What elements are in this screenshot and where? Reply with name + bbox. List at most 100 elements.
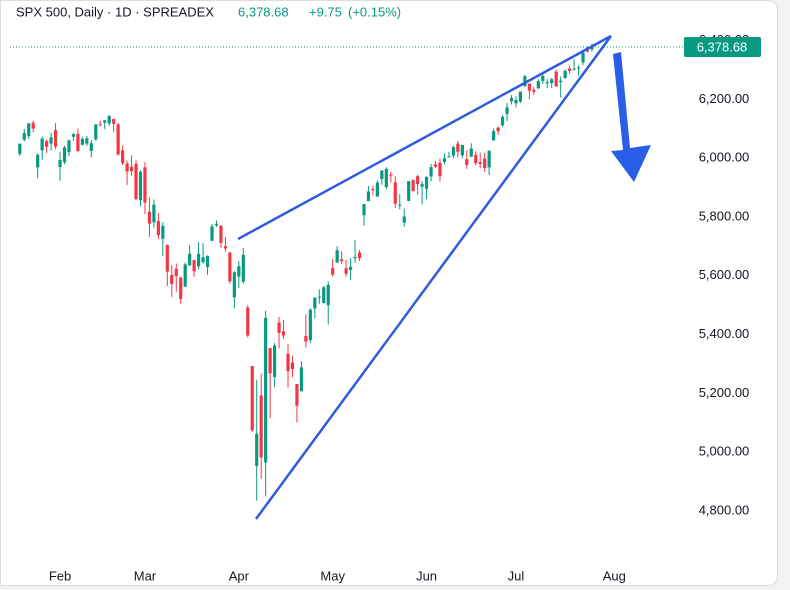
candle-body: [62, 147, 67, 163]
candle-body: [384, 168, 388, 188]
candle-body: [411, 180, 415, 191]
candle-body: [492, 131, 496, 141]
x-tick-label: Feb: [49, 568, 71, 583]
candle-body: [424, 177, 429, 189]
candle-body: [214, 223, 219, 226]
down-arrow: [611, 52, 651, 182]
candle-body: [447, 156, 451, 158]
candle-body: [487, 150, 491, 168]
wedge-lower-line: [254, 35, 613, 520]
candle-body: [576, 67, 581, 69]
x-tick-label: Aug: [603, 568, 626, 583]
candle-body: [505, 107, 509, 114]
candle-body: [67, 140, 71, 153]
candle-body: [49, 137, 53, 144]
candle-body: [264, 317, 268, 463]
candle-body: [322, 287, 326, 303]
candle-body: [179, 277, 183, 300]
candle-body: [344, 268, 348, 274]
last-price-box: [684, 36, 761, 57]
candle-body: [219, 225, 223, 243]
candle-body: [357, 252, 362, 259]
candle-body: [152, 204, 156, 223]
wedge-upper-line: [237, 34, 612, 241]
chart-card: [0, 0, 778, 586]
candle-body: [340, 259, 344, 262]
candle-body: [465, 159, 469, 166]
candle-body: [170, 274, 174, 285]
y-tick-label: 5,400.00: [699, 326, 750, 341]
candle-body: [581, 52, 585, 63]
candle-body: [116, 124, 120, 155]
candle-body: [442, 158, 447, 163]
candle-body: [295, 383, 299, 406]
candle-body: [121, 150, 125, 164]
candle-body: [58, 160, 62, 168]
candle-body: [353, 256, 357, 259]
candle-body: [40, 138, 44, 151]
candle-body: [290, 362, 295, 369]
candle-body: [313, 297, 317, 309]
candle-body: [527, 83, 531, 91]
candle-body: [568, 68, 572, 71]
candle-body: [268, 348, 272, 374]
y-tick-label: 6,000.00: [699, 150, 750, 165]
candle-body: [407, 181, 411, 201]
candle-body: [197, 253, 201, 267]
candle-body: [590, 46, 594, 50]
candle-body: [134, 163, 138, 200]
annotations: [237, 34, 651, 520]
candle-body: [143, 167, 147, 203]
candle-body: [246, 307, 250, 336]
candle-body: [541, 75, 545, 81]
x-tick-label: Mar: [134, 568, 157, 583]
candle-body: [98, 124, 102, 126]
candle-body: [366, 191, 371, 202]
candle-body: [228, 252, 232, 282]
candle-body: [335, 250, 339, 263]
y-tick-label: 5,600.00: [699, 267, 750, 282]
candle-body: [483, 158, 487, 168]
candle-body: [362, 204, 366, 216]
candle-body: [94, 124, 98, 140]
candle-body: [398, 204, 402, 206]
last-price-label: 6,378.68: [697, 39, 748, 54]
x-tick-label: Apr: [229, 568, 250, 583]
candle-body: [174, 268, 178, 277]
candle-body: [138, 171, 143, 201]
candle-body: [478, 162, 482, 164]
header-change-pct: (+0.15%): [348, 4, 401, 19]
candle-body: [277, 322, 281, 333]
y-tick-label: 5,800.00: [699, 208, 750, 223]
candle-body: [89, 143, 93, 151]
candle-body: [460, 145, 464, 156]
candle-body: [129, 166, 134, 172]
header-price: 6,378.68: [238, 4, 289, 19]
candle-body: [299, 367, 304, 392]
candle-body: [156, 221, 160, 236]
candle-body: [286, 353, 290, 372]
candle-body: [514, 100, 518, 104]
candle-body: [80, 138, 84, 145]
candle-body: [241, 254, 245, 282]
candle-body: [554, 71, 558, 87]
candle-body: [76, 133, 80, 151]
candle-body: [125, 163, 129, 172]
candle-body: [532, 89, 536, 92]
candle-body: [572, 68, 576, 70]
candle-body: [518, 91, 523, 102]
candle-body: [402, 216, 406, 223]
candle-body: [469, 148, 473, 157]
candle-body: [393, 182, 397, 204]
candle-body: [201, 257, 205, 263]
candle-body: [281, 331, 286, 336]
plot-area: 4,800.00 5,000.00 5,200.00 5,400.00 5,600.00…: [10, 32, 761, 583]
candle-body: [496, 127, 500, 132]
candle-body: [27, 123, 31, 136]
candle-body: [550, 79, 554, 84]
candle-body: [317, 296, 321, 298]
header-change: +9.75: [309, 4, 342, 19]
x-tick-label: Jul: [508, 568, 525, 583]
